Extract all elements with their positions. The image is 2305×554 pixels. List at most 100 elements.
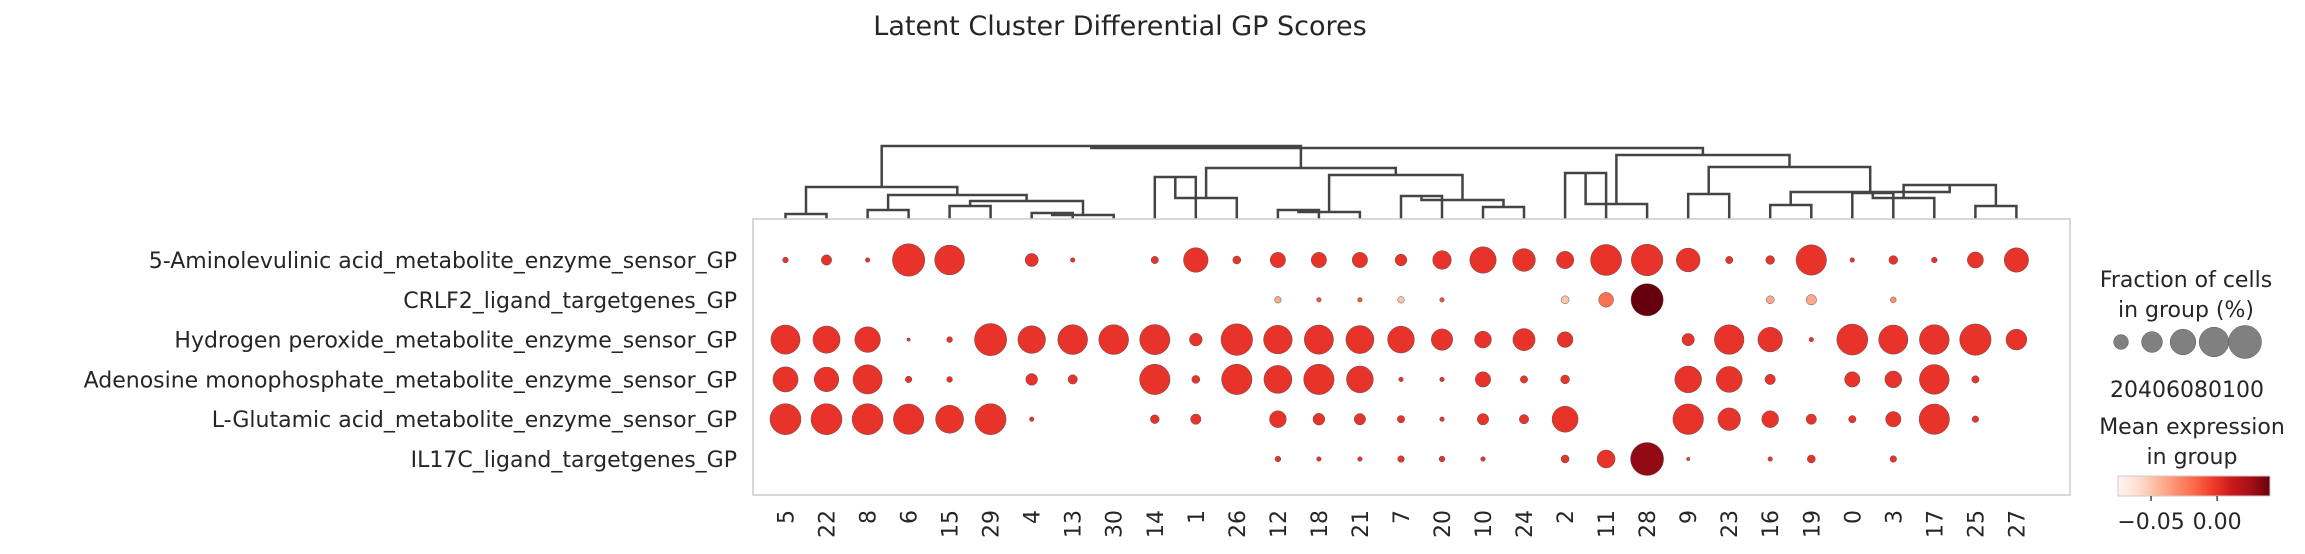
dot-13-row0 [1070,257,1076,263]
dot-2-row4 [1551,405,1579,433]
dot-3-row0 [1888,255,1898,265]
dot-16-row5 [1767,456,1773,462]
dot-28-row5 [1630,442,1664,476]
cluster-label-16: 16 [1759,510,1784,538]
dot-10-row0 [1469,246,1497,274]
dot-10-row5 [1480,456,1486,462]
dot-15-row4 [935,404,964,434]
dot-17-row2 [1919,324,1950,355]
cluster-label-15: 15 [939,510,964,538]
dot-19-row5 [1807,454,1816,464]
cluster-label-26: 26 [1226,510,1251,538]
dot-7-row2 [1387,325,1415,354]
cluster-label-20: 20 [1431,510,1456,538]
cluster-label-0: 0 [1841,510,1866,524]
cluster-label-18: 18 [1308,510,1333,538]
cluster-label-11: 11 [1595,510,1620,538]
dot-19-row4 [1805,413,1817,425]
dot-3-row1 [1890,296,1897,303]
dot-8-row2 [854,326,881,353]
size-legend-title: Fraction of cells [2100,268,2272,293]
dot-27-row0 [2003,247,2029,273]
dot-9-row2 [1681,333,1695,347]
cluster-labels: 5 22 8 6 15 29 4 13 30 14 1 26 12 18 21 7 20 10 24 2 11 28 9 23… [775,510,2031,538]
dot-4-row2 [1017,325,1046,354]
dot-12-row5 [1274,455,1282,463]
dot-20-row1 [1439,297,1445,303]
size-legend-dot [2169,328,2197,356]
dot-5-row0 [782,256,789,264]
dot-22-row0 [821,254,832,266]
dot-5-row2 [770,324,801,355]
cluster-label-10: 10 [1472,510,1497,538]
dot-18-row3 [1303,363,1335,395]
cluster-label-5: 5 [775,510,800,524]
dot-7-row0 [1394,253,1408,267]
cluster-label-29: 29 [980,510,1005,538]
dot-25-row2 [1959,323,1992,356]
dot-19-row2 [1808,337,1814,343]
dot-9-row5 [1686,457,1691,461]
plot-frame [752,218,2071,496]
cluster-label-1: 1 [1185,510,1210,524]
cluster-label-14: 14 [1144,510,1169,538]
dendrogram-link [1686,192,1731,219]
cluster-label-17: 17 [1923,510,1948,538]
dot-21-row0 [1351,252,1368,268]
dot-24-row0 [1512,248,1536,272]
dot-14-row4 [1150,414,1160,424]
cluster-label-2: 2 [1554,510,1579,524]
dot-15-row2 [946,336,953,343]
dot-9-row3 [1674,365,1702,394]
dot-16-row0 [1765,255,1775,265]
cluster-label-9: 9 [1677,510,1702,524]
dot-21-row1 [1357,297,1363,303]
size-legend-dot [2113,334,2129,350]
dot-25-row4 [1971,415,1979,423]
dot-7-row5 [1397,455,1405,463]
dot-24-row4 [1519,414,1529,425]
dot-8-row0 [865,257,871,263]
chart-title: Latent Cluster Differential GP Scores [873,11,1366,42]
dot-2-row5 [1560,454,1570,464]
dot-0-row3 [1844,371,1861,388]
dot-17-row0 [1931,256,1938,264]
dot-12-row2 [1263,325,1293,355]
dot-17-row4 [1918,403,1950,435]
dot-23-row2 [1714,324,1745,355]
gene-label: CRLF2_ligand_targetgenes_GP [403,289,737,314]
dot-19-row0 [1795,244,1827,276]
cluster-label-7: 7 [1390,510,1415,524]
cluster-label-28: 28 [1636,510,1661,538]
dot-18-row4 [1312,413,1326,426]
dot-3-row2 [1878,324,1909,355]
dendrogram-link [866,208,910,219]
dot-17-row3 [1919,364,1950,395]
colorbar [2117,475,2271,497]
size-legend-dot [2228,325,2262,359]
dot-14-row0 [1150,256,1159,264]
dot-24-row3 [1520,375,1528,384]
dot-24-row2 [1512,328,1536,351]
dot-20-row2 [1431,328,1453,351]
dot-7-row1 [1397,296,1405,304]
color-legend-title: Mean expression [2099,415,2285,440]
dot-1-row3 [1191,375,1201,384]
dot-2-row1 [1560,295,1570,305]
dot-26-row3 [1221,363,1253,395]
dot-29-row2 [974,323,1007,356]
dot-20-row4 [1439,416,1445,422]
size-legend: Fraction of cells in group (%) 20406080100 [2100,268,2272,403]
dendrogram-link [880,144,1303,187]
cluster-label-30: 30 [1103,510,1128,538]
dot-16-row1 [1765,295,1775,305]
cluster-label-12: 12 [1267,510,1292,538]
dot-0-row2 [1836,323,1869,356]
dot-10-row4 [1477,413,1489,426]
dot-11-row1 [1598,292,1614,308]
dot-5-row3 [772,366,799,393]
dendrogram-link [1481,205,1526,219]
dot-20-row0 [1432,250,1452,270]
cluster-label-25: 25 [1964,510,1989,538]
dot-12-row1 [1274,296,1282,304]
